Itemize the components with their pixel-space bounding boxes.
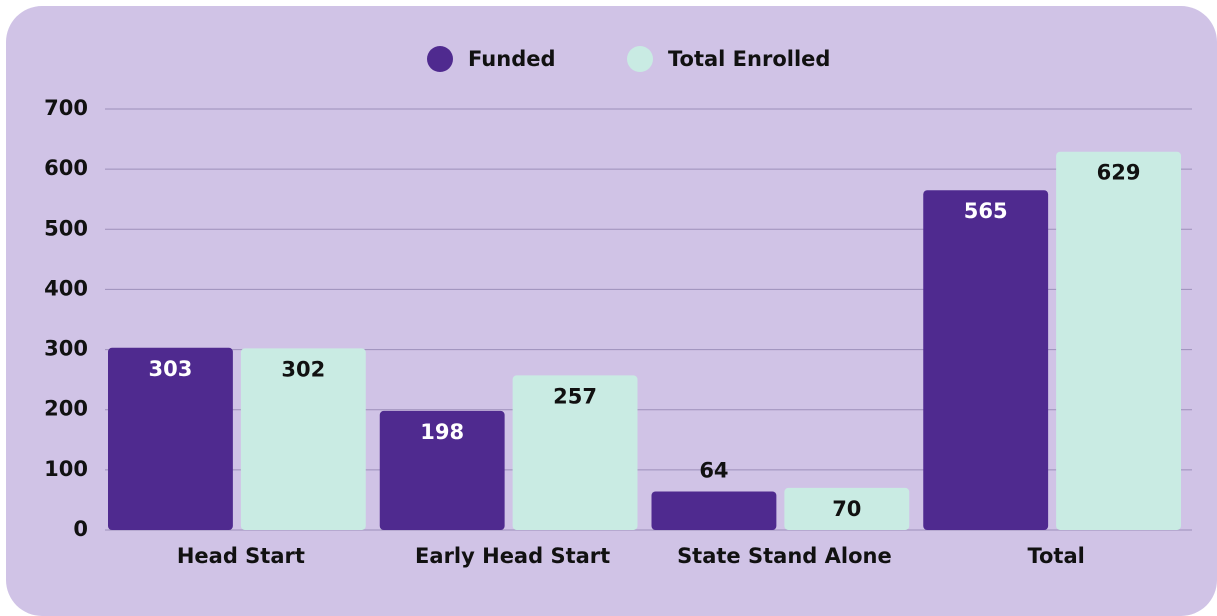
y-tick-label: 400 — [44, 276, 88, 300]
bar — [651, 491, 777, 530]
y-tick-label: 700 — [44, 96, 88, 120]
x-tick-label: Head Start — [177, 544, 305, 568]
x-tick-label: Early Head Start — [415, 544, 610, 568]
data-label: 629 — [1097, 161, 1141, 185]
bar — [512, 375, 638, 530]
data-label: 302 — [281, 357, 325, 381]
y-tick-label: 100 — [44, 457, 88, 481]
legend-swatch — [427, 46, 453, 72]
data-label: 198 — [420, 420, 464, 444]
data-label: 70 — [832, 497, 861, 521]
y-tick-label: 500 — [44, 216, 88, 240]
bar — [1056, 151, 1181, 531]
data-label: 64 — [699, 459, 728, 483]
data-label: 303 — [149, 357, 193, 381]
data-label: 565 — [964, 199, 1008, 223]
data-label: 257 — [553, 384, 597, 408]
legend-label: Total Enrolled — [668, 47, 830, 71]
y-tick-label: 200 — [44, 397, 88, 421]
y-tick-label: 600 — [44, 156, 88, 180]
bar — [240, 348, 366, 530]
bar — [108, 347, 233, 530]
x-tick-label: State Stand Alone — [677, 544, 892, 568]
legend-swatch — [627, 46, 653, 72]
bar — [784, 487, 910, 530]
bar — [379, 410, 505, 530]
bar — [923, 190, 1049, 530]
y-tick-label: 0 — [73, 517, 88, 541]
y-tick-label: 300 — [44, 337, 88, 361]
x-tick-label: Total — [1027, 544, 1084, 568]
legend-label: Funded — [468, 47, 556, 71]
